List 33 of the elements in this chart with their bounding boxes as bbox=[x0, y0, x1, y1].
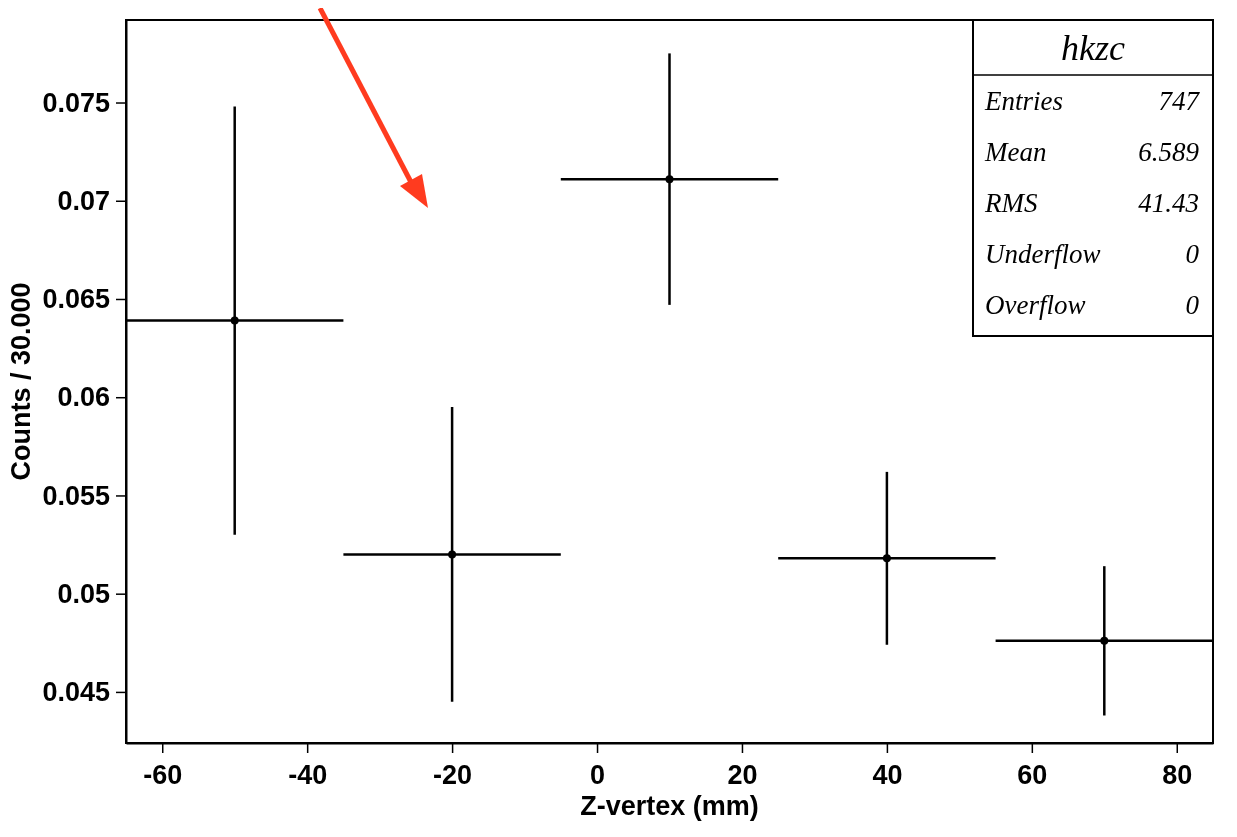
annotation: 747 bbox=[1158, 86, 1201, 116]
point bbox=[882, 554, 891, 563]
x-tick-label: 40 bbox=[872, 760, 903, 790]
annotation: 0 bbox=[1185, 290, 1200, 320]
x-tick-label: 20 bbox=[727, 760, 758, 790]
y-tick-label: 0.06 bbox=[57, 382, 110, 413]
point bbox=[230, 316, 239, 325]
annotation: hkzc bbox=[1061, 28, 1125, 68]
annotation: 41.43 bbox=[1138, 188, 1199, 218]
y-tick-label: 0.07 bbox=[57, 185, 110, 216]
x-tick-label: 60 bbox=[1017, 760, 1048, 790]
y-axis-title: Counts / 30.000 bbox=[6, 282, 36, 481]
annotation: Mean bbox=[984, 137, 1047, 167]
annotation: 0 bbox=[1185, 239, 1200, 269]
y-tick-label: 0.05 bbox=[57, 578, 110, 609]
x-tick-label: 0 bbox=[590, 760, 606, 790]
point bbox=[1100, 636, 1109, 645]
point bbox=[665, 175, 674, 184]
annotation: 6.589 bbox=[1138, 137, 1200, 167]
point bbox=[448, 550, 457, 559]
x-tick-label: -20 bbox=[433, 760, 473, 790]
y-tick-label: 0.055 bbox=[42, 480, 110, 511]
x-axis-title: Z-vertex (mm) bbox=[580, 791, 759, 821]
x-tick-label: -40 bbox=[288, 760, 328, 790]
x-tick-label: -60 bbox=[143, 760, 183, 790]
annotation: RMS bbox=[984, 188, 1038, 218]
y-tick-label: 0.045 bbox=[42, 677, 110, 708]
annotation: Entries bbox=[984, 86, 1063, 116]
annotation: Underflow bbox=[985, 239, 1101, 269]
y-tick-label: 0.075 bbox=[42, 87, 110, 118]
annotation: Overflow bbox=[985, 290, 1086, 320]
x-tick-label: 80 bbox=[1162, 760, 1193, 790]
y-tick-label: 0.065 bbox=[42, 284, 110, 315]
